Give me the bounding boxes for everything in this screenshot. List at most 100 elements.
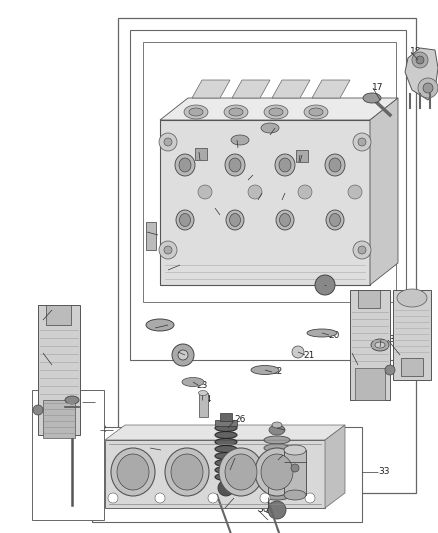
Text: 28: 28 — [234, 454, 245, 463]
Ellipse shape — [226, 210, 244, 230]
Text: 12: 12 — [251, 171, 262, 180]
Ellipse shape — [251, 366, 279, 375]
Circle shape — [164, 246, 172, 254]
Ellipse shape — [397, 289, 427, 307]
Ellipse shape — [304, 105, 328, 119]
Ellipse shape — [269, 425, 285, 435]
Text: 17: 17 — [372, 84, 384, 93]
Text: 29: 29 — [233, 494, 244, 503]
Ellipse shape — [255, 448, 299, 496]
Ellipse shape — [225, 154, 245, 176]
Polygon shape — [405, 48, 438, 100]
Ellipse shape — [215, 466, 237, 473]
Ellipse shape — [224, 105, 248, 119]
Ellipse shape — [329, 214, 340, 227]
Circle shape — [164, 138, 172, 146]
Bar — [118, 18, 416, 493]
Text: 20: 20 — [328, 330, 339, 340]
Text: 24: 24 — [200, 395, 211, 405]
Bar — [130, 30, 406, 360]
Bar — [160, 120, 370, 285]
Text: 9: 9 — [147, 228, 153, 237]
Circle shape — [418, 78, 438, 98]
Polygon shape — [192, 80, 230, 98]
Ellipse shape — [229, 108, 243, 116]
Ellipse shape — [264, 452, 290, 460]
Ellipse shape — [284, 490, 306, 500]
Ellipse shape — [117, 454, 149, 490]
Bar — [215, 420, 237, 426]
Ellipse shape — [215, 473, 237, 481]
Bar — [401, 358, 423, 376]
Text: 31: 31 — [352, 349, 364, 358]
Ellipse shape — [171, 454, 203, 490]
Ellipse shape — [276, 210, 294, 230]
Circle shape — [298, 185, 312, 199]
Ellipse shape — [184, 105, 208, 119]
Ellipse shape — [111, 448, 155, 496]
Text: 10: 10 — [192, 148, 204, 157]
Text: 7: 7 — [168, 265, 174, 274]
Polygon shape — [232, 80, 270, 98]
Ellipse shape — [264, 444, 290, 452]
Text: 16: 16 — [176, 348, 187, 357]
Text: 30: 30 — [257, 505, 268, 514]
Circle shape — [305, 493, 315, 503]
Circle shape — [260, 493, 270, 503]
Bar — [92, 427, 362, 522]
Text: 26: 26 — [234, 416, 245, 424]
Ellipse shape — [264, 460, 290, 468]
Text: 32: 32 — [388, 335, 399, 344]
Circle shape — [423, 83, 433, 93]
Ellipse shape — [229, 158, 241, 172]
Bar — [143, 42, 396, 302]
Ellipse shape — [215, 459, 237, 466]
Bar — [284, 450, 306, 495]
Ellipse shape — [231, 135, 249, 145]
Text: 21: 21 — [303, 351, 314, 359]
Text: 35: 35 — [160, 446, 172, 455]
Circle shape — [358, 246, 366, 254]
Ellipse shape — [165, 448, 209, 496]
Bar — [32, 390, 104, 520]
Text: 33: 33 — [378, 467, 389, 477]
Ellipse shape — [176, 210, 194, 230]
Text: 2: 2 — [100, 425, 106, 434]
Circle shape — [33, 405, 43, 415]
Text: 22: 22 — [271, 367, 282, 376]
Ellipse shape — [309, 108, 323, 116]
Ellipse shape — [284, 445, 306, 455]
Polygon shape — [272, 80, 310, 98]
Ellipse shape — [261, 454, 293, 490]
Text: 25: 25 — [284, 425, 295, 434]
Ellipse shape — [279, 158, 291, 172]
Bar — [220, 413, 232, 421]
Bar — [393, 290, 431, 380]
Polygon shape — [370, 98, 398, 285]
Circle shape — [159, 241, 177, 259]
Ellipse shape — [272, 422, 282, 428]
Text: 6: 6 — [155, 324, 161, 333]
Bar — [43, 400, 75, 438]
Text: 18: 18 — [410, 47, 421, 56]
Ellipse shape — [215, 446, 237, 453]
Text: 19: 19 — [380, 335, 392, 344]
Bar — [350, 290, 390, 400]
Text: 10: 10 — [300, 150, 311, 159]
Bar — [355, 368, 385, 400]
Ellipse shape — [264, 436, 290, 444]
Ellipse shape — [179, 158, 191, 172]
Circle shape — [108, 493, 118, 503]
Bar — [105, 440, 325, 508]
Text: 5: 5 — [265, 494, 271, 503]
Polygon shape — [312, 80, 350, 98]
Ellipse shape — [371, 339, 389, 351]
Text: 23: 23 — [196, 381, 207, 390]
Bar — [38, 305, 80, 435]
Ellipse shape — [225, 454, 257, 490]
Text: 16: 16 — [322, 280, 333, 289]
Circle shape — [218, 480, 234, 496]
Ellipse shape — [329, 158, 341, 172]
Polygon shape — [160, 98, 398, 120]
Polygon shape — [325, 425, 345, 508]
